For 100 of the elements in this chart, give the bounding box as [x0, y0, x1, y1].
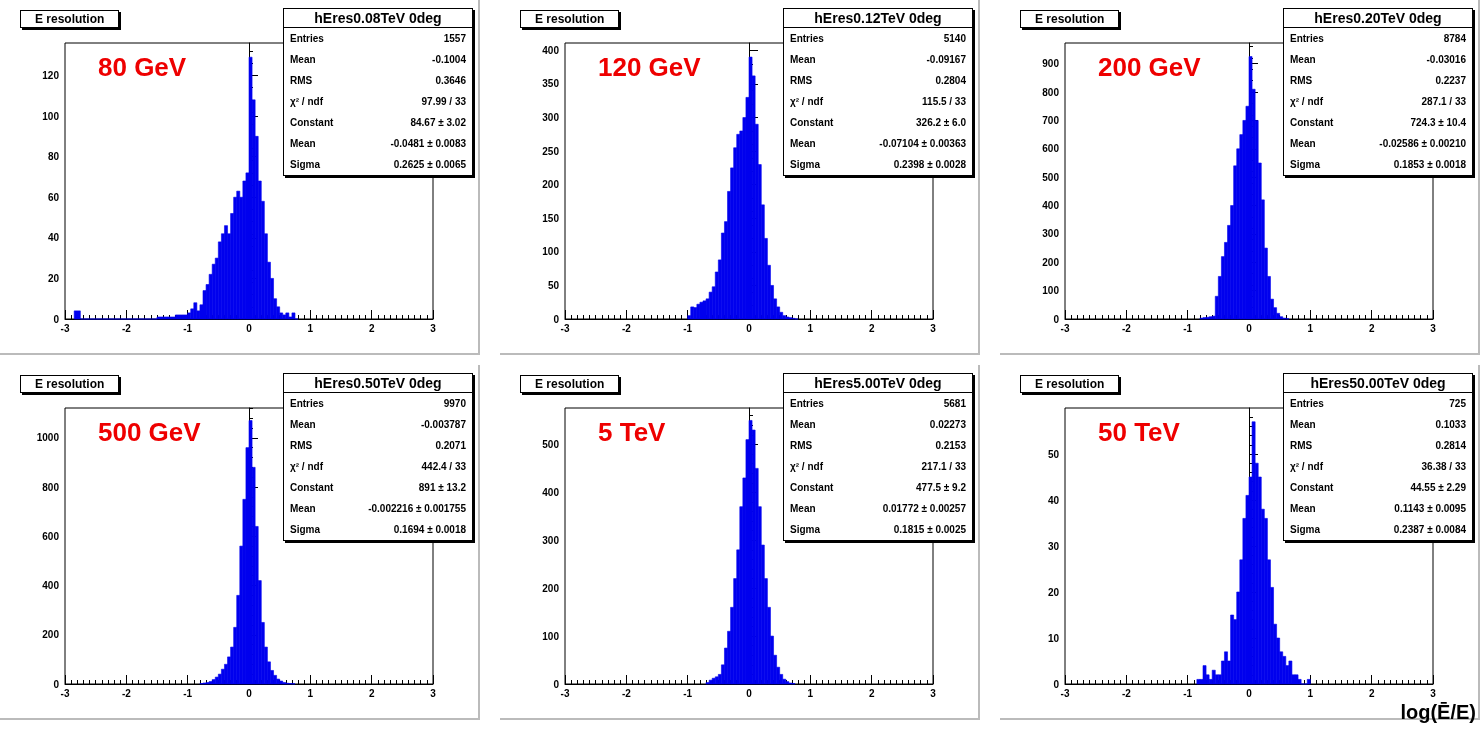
text: 9970: [443, 398, 466, 409]
text: 0.2814: [1435, 440, 1466, 451]
chart-title: E resolution: [520, 10, 620, 28]
y-tick-label: 20: [47, 272, 60, 284]
annotation: 0.2398 ± 0.0028: [893, 159, 966, 170]
chart-subtitle: hEres50.00TeV 0deg: [1284, 374, 1472, 393]
chart-title: E resolution: [1020, 10, 1120, 28]
chart-subtitle: hEres0.08TeV 0deg: [284, 9, 472, 28]
annotation: 500 GeV: [98, 417, 201, 448]
annotation: Entries: [790, 33, 824, 44]
annotation: Mean: [1290, 138, 1316, 149]
x-tick-label: 3: [1430, 322, 1437, 334]
annotation: 0.2387 ± 0.0084: [1393, 524, 1466, 535]
annotation: Mean: [790, 54, 816, 65]
x-tick-label: 2: [868, 322, 875, 334]
y-tick-label: 50: [1047, 448, 1060, 460]
y-tick-label: 400: [542, 486, 560, 498]
annotation: χ² / ndf: [290, 96, 323, 107]
y-tick-label: 20: [1047, 586, 1060, 598]
y-tick-label: 800: [1042, 86, 1060, 98]
annotation: -0.003787: [420, 419, 466, 430]
annotation: 5 TeV: [598, 417, 666, 448]
annotation: Sigma: [790, 524, 821, 535]
annotation: -0.1004: [432, 54, 466, 65]
text: 0.3646: [435, 75, 466, 86]
annotation: Mean: [790, 138, 816, 149]
annotation: -0.09167: [926, 54, 966, 65]
annotation: 115.5 / 33: [922, 96, 966, 107]
annotation: Mean: [290, 138, 316, 149]
y-tick-label: 120: [42, 69, 60, 81]
x-tick-label: -1: [1183, 322, 1193, 334]
text: 8784: [1443, 33, 1466, 44]
annotation: 120 GeV: [598, 52, 701, 83]
annotation: Mean: [290, 419, 316, 430]
annotation: Mean: [1290, 503, 1316, 514]
annotation: 200 GeV: [1098, 52, 1201, 83]
x-tick-label: 2: [1368, 687, 1375, 699]
annotation: Constant: [790, 482, 834, 493]
y-tick-label: 40: [47, 232, 60, 244]
annotation: χ² / ndf: [1290, 461, 1323, 472]
annotation: 724.3 ± 10.4: [1410, 117, 1466, 128]
annotation: 0.1694 ± 0.0018: [393, 524, 466, 535]
annotation: 0.02273: [929, 419, 966, 430]
annotation: Mean: [1290, 54, 1316, 65]
annotation: χ² / ndf: [1290, 96, 1323, 107]
annotation: -0.002216 ± 0.001755: [368, 503, 466, 514]
y-tick-label: 100: [1042, 285, 1060, 297]
chart-title: E resolution: [1020, 375, 1120, 393]
x-tick-label: -1: [1183, 687, 1193, 699]
y-tick-label: 30: [1047, 540, 1060, 552]
annotation: -0.03016: [1426, 54, 1466, 65]
y-tick-label: 700: [1042, 114, 1060, 126]
annotation: χ² / ndf: [290, 461, 323, 472]
y-tick-label: 0: [53, 678, 60, 690]
annotation: -0.02586 ± 0.00210: [1379, 138, 1466, 149]
chart-title: E resolution: [20, 10, 120, 28]
y-tick-label: 0: [1053, 313, 1060, 325]
annotation: 50 TeV: [1098, 417, 1180, 448]
annotation: Sigma: [1290, 159, 1321, 170]
y-tick-label: 300: [542, 534, 560, 546]
annotation: 891 ± 13.2: [418, 482, 466, 493]
annotation: Entries: [790, 398, 824, 409]
x-tick-label: 0: [246, 687, 253, 699]
y-tick-label: 0: [53, 313, 60, 325]
y-tick-label: 800: [42, 481, 60, 493]
x-tick-label: -3: [560, 687, 570, 699]
annotation: 0.2625 ± 0.0065: [393, 159, 466, 170]
annotation: Sigma: [790, 159, 821, 170]
annotation: 0.1853 ± 0.0018: [1393, 159, 1466, 170]
y-tick-label: 600: [1042, 143, 1060, 155]
text: 0.2237: [1435, 75, 1466, 86]
annotation: 442.4 / 33: [421, 461, 466, 472]
y-tick-label: 900: [1042, 58, 1060, 70]
annotation: RMS: [290, 440, 313, 451]
x-tick-label: 2: [368, 687, 375, 699]
y-tick-label: 100: [42, 110, 60, 122]
x-tick-label: 3: [1430, 687, 1437, 699]
annotation: 97.99 / 33: [421, 96, 466, 107]
text: 0.1033: [1435, 419, 1466, 430]
y-tick-label: 10: [1047, 632, 1060, 644]
annotation: 80 GeV: [98, 52, 187, 83]
x-tick-label: -1: [683, 687, 693, 699]
x-tick-label: -3: [60, 687, 70, 699]
text: 0.2153: [935, 440, 966, 451]
annotation: 0.1143 ± 0.0095: [1394, 503, 1466, 514]
chart-subtitle: hEres0.12TeV 0deg: [784, 9, 972, 28]
x-tick-label: -1: [183, 322, 193, 334]
y-tick-label: 200: [1042, 256, 1060, 268]
annotation: Mean: [790, 503, 816, 514]
x-tick-label: 1: [307, 322, 314, 334]
x-tick-label: 0: [746, 687, 753, 699]
text: 5681: [943, 398, 966, 409]
annotation: 326.2 ± 6.0: [916, 117, 966, 128]
y-tick-label: 500: [1042, 171, 1060, 183]
y-tick-label: 60: [47, 191, 60, 203]
annotation: Entries: [290, 33, 324, 44]
y-tick-label: 0: [553, 678, 560, 690]
x-tick-label: 3: [930, 322, 937, 334]
x-tick-label: 2: [368, 322, 375, 334]
x-tick-label: -1: [683, 322, 693, 334]
